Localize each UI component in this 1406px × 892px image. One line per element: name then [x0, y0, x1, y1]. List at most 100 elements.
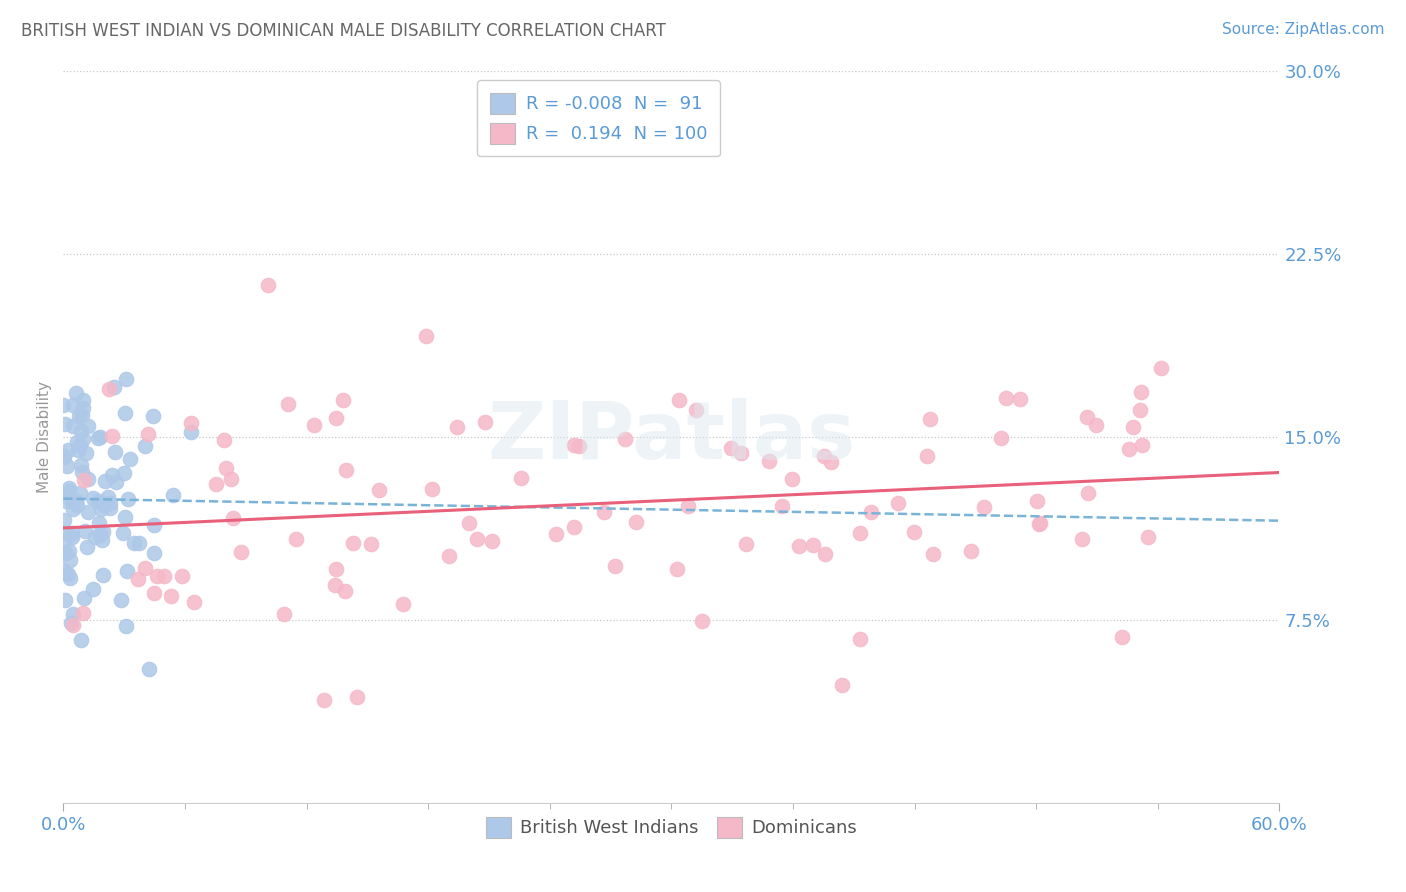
Text: BRITISH WEST INDIAN VS DOMINICAN MALE DISABILITY CORRELATION CHART: BRITISH WEST INDIAN VS DOMINICAN MALE DI… [21, 22, 666, 40]
Point [72, 433, 94, 447]
Point [58, 566, 80, 581]
Point [89, 516, 111, 530]
Point [474, 415, 496, 429]
Point [312, 693, 335, 707]
Point [104, 445, 127, 459]
Point [104, 475, 127, 489]
Point [82, 491, 104, 506]
Point [59, 571, 82, 585]
Point [90, 496, 112, 510]
Point [920, 411, 942, 425]
Point [624, 515, 647, 529]
Point [60, 530, 83, 544]
Point [172, 569, 194, 583]
Point [98, 500, 121, 515]
Point [212, 433, 235, 447]
Point [90, 501, 112, 516]
Point [325, 562, 347, 576]
Point [758, 454, 780, 468]
Point [960, 543, 983, 558]
Point [65, 498, 87, 512]
Point [273, 607, 295, 621]
Point [97, 490, 120, 504]
Point [205, 477, 228, 491]
Point [52, 450, 75, 464]
Point [112, 466, 135, 480]
Point [89, 430, 111, 444]
Point [439, 549, 461, 563]
Point [1026, 494, 1049, 508]
Point [546, 527, 568, 541]
Point [82, 582, 104, 597]
Point [69, 486, 91, 500]
Point [780, 472, 803, 486]
Point [70, 458, 93, 472]
Point [91, 533, 114, 547]
Point [325, 411, 347, 425]
Point [903, 524, 925, 539]
Point [820, 455, 842, 469]
Point [849, 632, 872, 646]
Point [222, 511, 245, 525]
Point [446, 420, 468, 434]
Point [668, 392, 690, 407]
Point [114, 509, 136, 524]
Point [77, 472, 100, 486]
Point [153, 569, 176, 583]
Point [72, 607, 94, 621]
Point [801, 538, 824, 552]
Point [730, 445, 752, 459]
Point [60, 525, 83, 540]
Point [510, 470, 533, 484]
Point [1071, 532, 1094, 546]
Point [1130, 438, 1153, 452]
Point [134, 561, 156, 575]
Point [770, 499, 793, 513]
Point [481, 534, 503, 549]
Point [53, 533, 76, 548]
Point [1136, 530, 1159, 544]
Point [146, 568, 169, 582]
Point [55, 494, 77, 508]
Point [62, 607, 84, 622]
Point [72, 591, 94, 605]
Point [849, 526, 872, 541]
Point [690, 614, 713, 628]
Point [101, 467, 124, 482]
Point [77, 505, 100, 519]
Point [973, 500, 995, 514]
Point [1130, 384, 1153, 399]
Point [1118, 442, 1140, 456]
Point [678, 499, 700, 513]
Point [53, 526, 76, 541]
Point [465, 532, 488, 546]
Point [67, 409, 90, 423]
Point [128, 536, 150, 550]
Point [87, 494, 110, 508]
Point [75, 524, 97, 538]
Point [915, 449, 938, 463]
Point [831, 678, 853, 692]
Point [60, 615, 83, 630]
Point [52, 398, 75, 412]
Point [1077, 486, 1099, 500]
Legend: British West Indians, Dominicans: British West Indians, Dominicans [478, 810, 865, 845]
Point [860, 505, 883, 519]
Point [666, 562, 689, 576]
Point [65, 386, 87, 401]
Point [75, 446, 97, 460]
Point [221, 472, 243, 486]
Point [53, 417, 76, 431]
Point [685, 402, 707, 417]
Point [277, 397, 299, 411]
Point [285, 532, 308, 546]
Point [117, 492, 139, 507]
Point [67, 443, 90, 458]
Point [1122, 420, 1144, 434]
Point [142, 409, 165, 424]
Point [66, 434, 89, 449]
Point [302, 417, 325, 432]
Point [613, 433, 636, 447]
Point [332, 392, 354, 407]
Point [86, 431, 108, 445]
